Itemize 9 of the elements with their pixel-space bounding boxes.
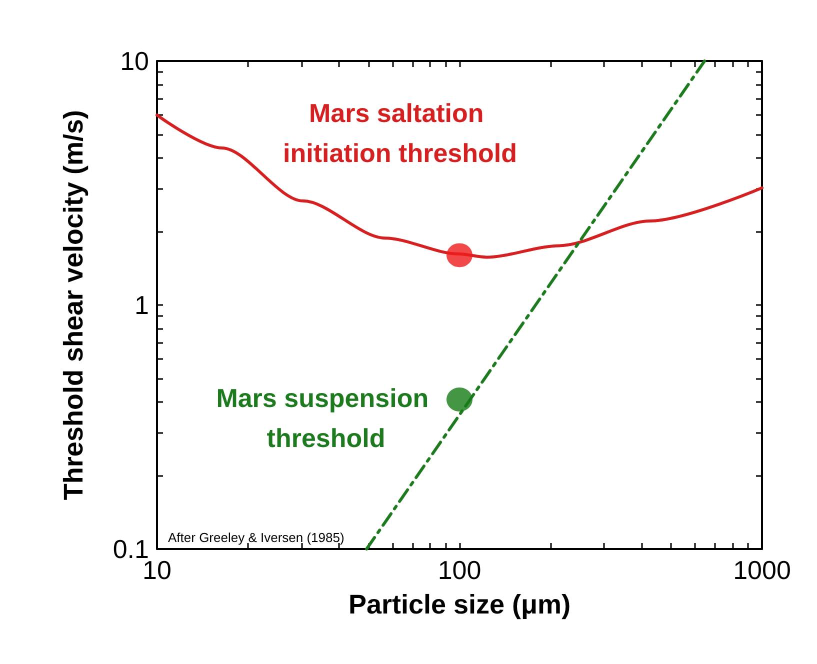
series-label: Mars suspension threshold — [216, 383, 436, 453]
annotation: After Greeley & Iversen (1985) — [168, 530, 344, 545]
y-axis-title: Threshold shear velocity (m/s) — [58, 110, 88, 500]
y-tick-label: 1 — [134, 290, 149, 320]
x-tick-label: 100 — [438, 555, 482, 585]
series-label: Mars saltation initiation threshold — [283, 98, 517, 168]
x-axis-title: Particle size (μm) — [348, 590, 571, 620]
x-tick-label: 1000 — [733, 555, 791, 585]
y-tick-label: 10 — [120, 46, 149, 76]
